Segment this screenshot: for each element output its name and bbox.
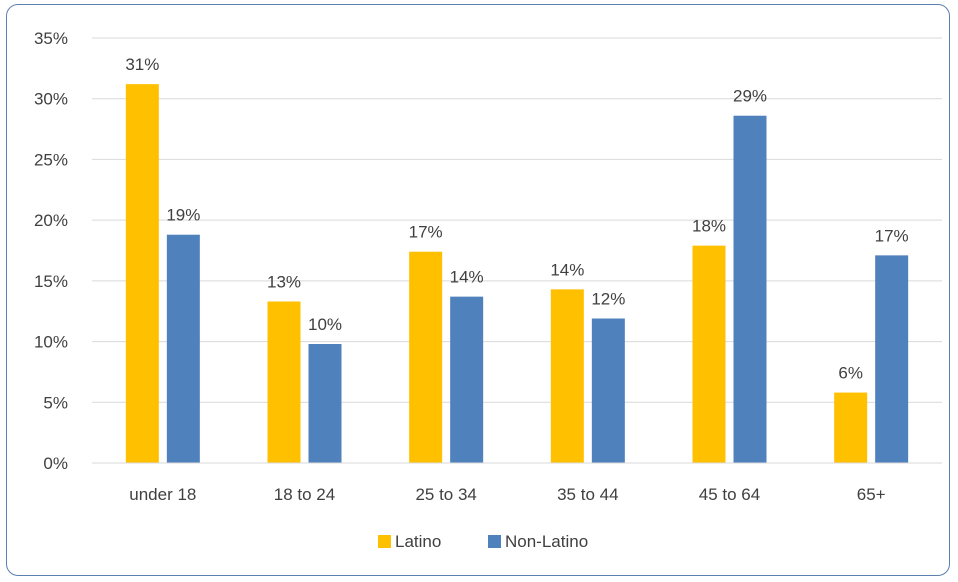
data-label: 6% [838, 364, 863, 383]
x-tick-label: under 18 [129, 485, 196, 504]
x-axis: under 18 18 to 24 25 to 34 35 to 44 45 to 64… [92, 462, 942, 504]
bar-non-latino-1 [308, 344, 342, 463]
data-label: 12% [591, 290, 625, 309]
data-label: 13% [267, 273, 301, 292]
y-tick-label: 15% [34, 272, 68, 291]
data-label: 29% [733, 87, 767, 106]
data-label: 17% [875, 226, 909, 245]
y-tick-label: 0% [43, 454, 68, 473]
bar-latino-4 [692, 245, 726, 463]
y-tick-label: 25% [34, 150, 68, 169]
y-axis: 0% 5% 10% 15% 20% 25% 30% 35% [34, 29, 68, 473]
legend-label: Latino [395, 532, 441, 551]
legend-swatch [488, 535, 501, 548]
legend-label: Non-Latino [505, 532, 588, 551]
x-tick-label: 18 to 24 [274, 485, 335, 504]
data-label: 18% [692, 217, 726, 236]
bar-latino-2 [409, 251, 443, 463]
data-label: 14% [550, 260, 584, 279]
x-tick-label: 45 to 64 [699, 485, 760, 504]
bar-latino-5 [834, 392, 868, 463]
bar-non-latino-3 [591, 318, 625, 463]
x-tick-label: 65+ [857, 485, 886, 504]
bar-latino-0 [125, 84, 159, 464]
y-tick-label: 10% [34, 333, 68, 352]
data-label: 19% [166, 206, 200, 225]
bar-latino-1 [267, 301, 301, 463]
bar-non-latino-4 [733, 115, 767, 463]
x-tick-label: 25 to 34 [415, 485, 476, 504]
y-tick-label: 5% [43, 393, 68, 412]
bar-non-latino-5 [875, 255, 909, 463]
gridlines [92, 37, 942, 464]
y-tick-label: 30% [34, 90, 68, 109]
bar-non-latino-2 [450, 296, 484, 463]
bar-non-latino-0 [166, 234, 200, 463]
y-tick-label: 35% [34, 29, 68, 48]
data-label: 31% [125, 55, 159, 74]
bar-latino-3 [550, 289, 584, 463]
legend-swatch [378, 535, 391, 548]
bars [125, 84, 909, 464]
chart-frame [6, 4, 950, 576]
y-tick-label: 20% [34, 211, 68, 230]
data-labels: 31% 19% 13% 10% 17% 14% 14% 12% 18% 29% 6% 17% [125, 55, 908, 382]
legend: Latino Non-Latino [378, 532, 588, 551]
data-label: 17% [409, 223, 443, 242]
data-label: 10% [308, 315, 342, 334]
x-tick-label: 35 to 44 [557, 485, 618, 504]
data-label: 14% [450, 268, 484, 287]
